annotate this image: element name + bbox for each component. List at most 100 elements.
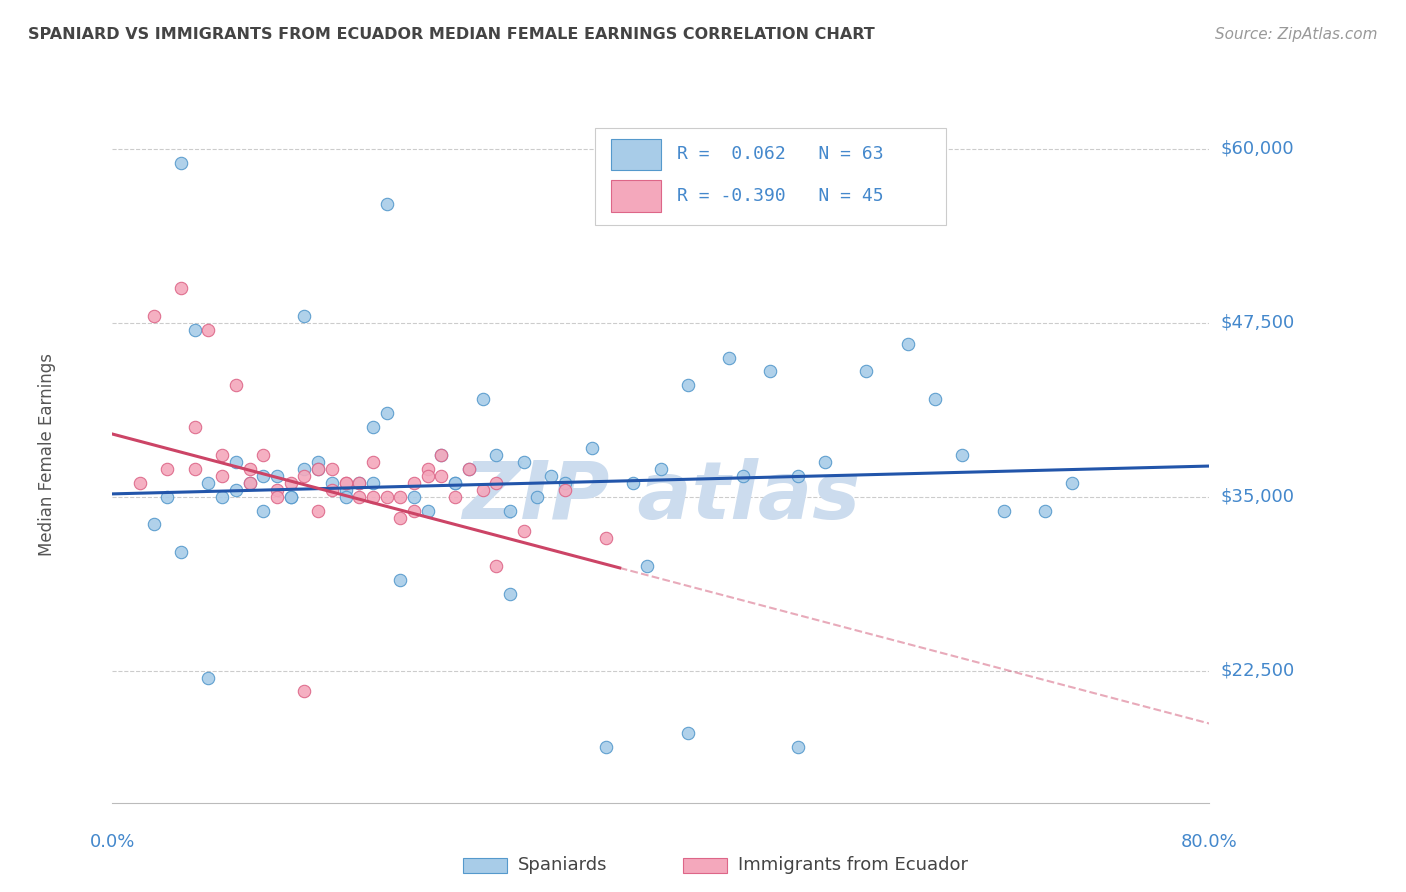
Point: [485, 559, 508, 574]
Point: [485, 475, 508, 490]
Point: [1033, 503, 1056, 517]
Point: [513, 524, 536, 539]
Text: $22,500: $22,500: [1220, 662, 1295, 680]
Point: [211, 468, 233, 483]
Point: [430, 448, 453, 462]
Point: [361, 455, 384, 469]
Text: Immigrants from Ecuador: Immigrants from Ecuador: [738, 856, 967, 874]
Point: [252, 468, 274, 483]
Point: [375, 490, 398, 504]
FancyBboxPatch shape: [595, 128, 946, 226]
Point: [197, 323, 219, 337]
Point: [718, 351, 741, 365]
Point: [280, 475, 302, 490]
Point: [404, 503, 426, 517]
Point: [239, 462, 262, 476]
Point: [294, 684, 316, 698]
Point: [361, 475, 384, 490]
Point: [430, 468, 453, 483]
Point: [307, 462, 329, 476]
Point: [335, 475, 357, 490]
Point: [458, 462, 481, 476]
Text: Spaniards: Spaniards: [519, 856, 607, 874]
Point: [814, 455, 837, 469]
Point: [225, 378, 247, 392]
Point: [499, 503, 522, 517]
Point: [471, 392, 494, 407]
FancyBboxPatch shape: [612, 138, 661, 170]
Point: [129, 475, 152, 490]
Text: R = -0.390   N = 45: R = -0.390 N = 45: [678, 187, 884, 205]
Point: [404, 490, 426, 504]
Point: [197, 475, 219, 490]
Point: [252, 448, 274, 462]
Point: [389, 490, 412, 504]
Point: [416, 468, 439, 483]
Text: $60,000: $60,000: [1220, 140, 1294, 158]
Point: [294, 309, 316, 323]
Point: [321, 483, 343, 497]
Point: [897, 336, 920, 351]
Point: [513, 455, 536, 469]
Point: [526, 490, 548, 504]
Point: [225, 483, 247, 497]
Point: [361, 490, 384, 504]
Point: [787, 740, 810, 755]
Point: [733, 468, 755, 483]
Point: [924, 392, 946, 407]
Point: [170, 281, 193, 295]
Point: [375, 406, 398, 420]
Text: $35,000: $35,000: [1220, 488, 1295, 506]
Text: SPANIARD VS IMMIGRANTS FROM ECUADOR MEDIAN FEMALE EARNINGS CORRELATION CHART: SPANIARD VS IMMIGRANTS FROM ECUADOR MEDI…: [28, 27, 875, 42]
Point: [389, 510, 412, 524]
Point: [280, 490, 302, 504]
Point: [211, 490, 233, 504]
Point: [239, 475, 262, 490]
Point: [678, 378, 700, 392]
Point: [678, 726, 700, 740]
Point: [266, 468, 288, 483]
Point: [156, 490, 179, 504]
Text: Source: ZipAtlas.com: Source: ZipAtlas.com: [1215, 27, 1378, 42]
FancyBboxPatch shape: [464, 858, 508, 873]
Point: [375, 197, 398, 211]
Point: [349, 475, 371, 490]
Point: [183, 462, 207, 476]
Point: [404, 475, 426, 490]
Point: [142, 309, 165, 323]
Point: [581, 441, 603, 455]
Point: [142, 517, 165, 532]
Text: 0.0%: 0.0%: [90, 833, 135, 851]
Point: [554, 483, 576, 497]
Text: 80.0%: 80.0%: [1181, 833, 1237, 851]
Point: [389, 573, 412, 587]
Text: R =  0.062   N = 63: R = 0.062 N = 63: [678, 145, 884, 163]
Point: [335, 475, 357, 490]
Point: [335, 490, 357, 504]
Point: [294, 468, 316, 483]
Point: [197, 671, 219, 685]
Point: [444, 475, 467, 490]
Point: [321, 475, 343, 490]
Point: [361, 420, 384, 434]
Point: [239, 475, 262, 490]
Point: [540, 468, 562, 483]
Point: [349, 475, 371, 490]
Point: [321, 462, 343, 476]
Text: $47,500: $47,500: [1220, 314, 1295, 332]
Point: [307, 455, 329, 469]
Point: [307, 462, 329, 476]
Point: [183, 420, 207, 434]
Point: [471, 483, 494, 497]
FancyBboxPatch shape: [612, 180, 661, 211]
Point: [650, 462, 672, 476]
Point: [307, 503, 329, 517]
Point: [621, 475, 644, 490]
Point: [266, 483, 288, 497]
FancyBboxPatch shape: [683, 858, 727, 873]
Point: [280, 490, 302, 504]
Point: [1062, 475, 1084, 490]
Point: [170, 545, 193, 559]
Point: [759, 364, 782, 378]
Point: [595, 532, 617, 546]
